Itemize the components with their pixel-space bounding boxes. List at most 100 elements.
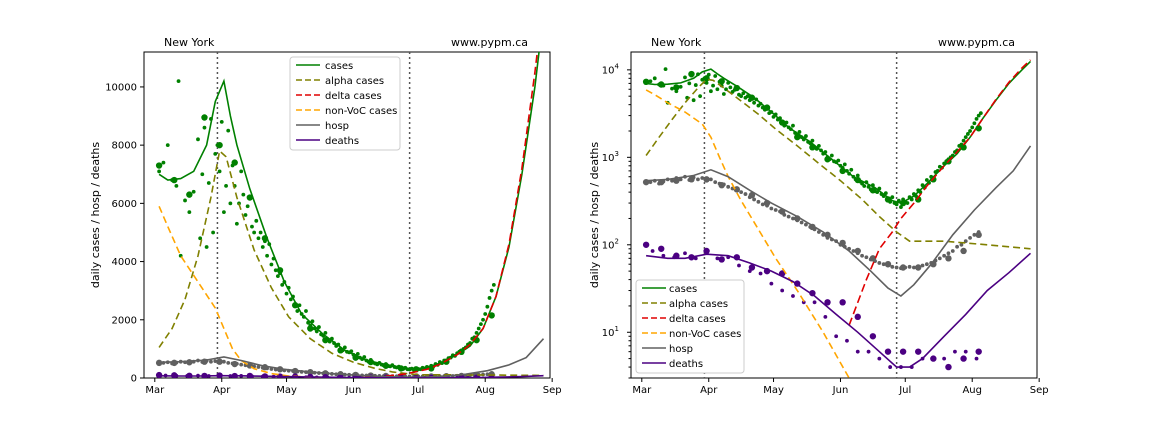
left-chart-location: New York [164, 36, 215, 49]
weekly-marker [884, 348, 892, 355]
data-point [786, 214, 791, 219]
weekly-marker [975, 231, 982, 239]
data-point [810, 138, 815, 143]
plot-area [155, 52, 545, 378]
data-point [760, 202, 765, 207]
data-point [487, 296, 492, 300]
data-point [890, 264, 895, 269]
data-point [709, 177, 713, 182]
weekly-marker [869, 255, 877, 262]
weekly-marker [688, 70, 695, 78]
weekly-marker [216, 141, 223, 149]
data-point [866, 184, 871, 189]
data-point [773, 208, 778, 212]
data-point [691, 98, 696, 103]
data-point [213, 359, 218, 364]
data-point [756, 199, 761, 204]
data-point [726, 184, 731, 189]
weekly-marker [960, 355, 967, 362]
data-point [693, 83, 698, 87]
data-point [877, 356, 882, 361]
y-tick-label: 4000 [112, 257, 137, 268]
weekly-marker [673, 84, 680, 91]
data-point [284, 291, 289, 296]
weekly-marker [899, 348, 907, 355]
data-point [942, 356, 947, 361]
data-point [213, 151, 218, 156]
right-chart: New York www.pypm.ca daily cases / hosp … [588, 36, 1049, 396]
weekly-marker [748, 264, 756, 271]
data-point [784, 120, 789, 125]
data-point [745, 94, 750, 99]
data-point [978, 111, 983, 116]
data-point [485, 304, 490, 309]
legend-label-deaths: deaths [325, 136, 359, 147]
x-tick-label: Mar [145, 385, 165, 396]
data-point [704, 80, 709, 85]
weekly-marker [884, 260, 892, 268]
legend-label-non-voc-cases: non-VoC cases [669, 329, 741, 340]
weekly-marker [869, 187, 877, 194]
series-line-alpha-cases [158, 149, 544, 377]
data-point [976, 113, 981, 118]
data-point [652, 76, 657, 81]
legend-label-delta-cases: delta cases [669, 314, 726, 325]
data-point [804, 134, 808, 138]
data-point [683, 75, 687, 80]
data-point [743, 192, 748, 196]
x-tick-label: Mar [632, 385, 652, 396]
weekly-marker [839, 299, 846, 306]
y-tick-label: 10000 [105, 82, 137, 93]
data-point [851, 249, 856, 253]
weekly-marker [915, 264, 922, 271]
weekly-marker [231, 159, 238, 166]
x-tick-label: Jul [411, 385, 424, 396]
weekly-marker [854, 313, 861, 321]
data-point [974, 116, 979, 121]
data-point [165, 143, 170, 148]
data-point [968, 235, 972, 240]
weekly-marker [915, 196, 922, 203]
data-point [834, 334, 839, 339]
data-point [816, 230, 821, 234]
left-chart: New York www.pypm.ca daily cases / hosp … [89, 36, 562, 396]
weekly-marker [854, 247, 861, 255]
data-point [323, 330, 328, 335]
legend-label-deaths: deaths [669, 359, 703, 370]
data-point [963, 349, 968, 354]
weekly-marker [488, 312, 495, 319]
data-point [769, 281, 774, 286]
data-point [698, 94, 703, 99]
data-point [713, 180, 718, 185]
data-point [715, 256, 720, 261]
data-point [700, 176, 705, 180]
data-point [198, 236, 203, 241]
data-point [304, 309, 308, 313]
data-point [650, 249, 655, 253]
data-point [481, 317, 485, 322]
data-point [687, 81, 692, 86]
right-chart-source: www.pypm.ca [938, 36, 1015, 49]
data-point [200, 172, 205, 177]
data-point [883, 191, 888, 195]
weekly-marker [307, 325, 314, 332]
series-line-hosp [159, 338, 545, 378]
data-point [196, 137, 200, 142]
data-point [250, 224, 254, 229]
data-point [860, 253, 864, 258]
y-tick-label: 103 [602, 150, 619, 164]
data-point [866, 349, 871, 354]
data-point [711, 83, 715, 88]
data-point [362, 355, 367, 359]
data-point [670, 178, 674, 183]
data-point [206, 181, 211, 185]
weekly-marker [869, 333, 877, 340]
data-point [888, 365, 893, 369]
weekly-marker [673, 252, 680, 259]
data-point [222, 210, 226, 214]
data-point [804, 222, 808, 227]
legend-label-delta-cases: delta cases [325, 91, 382, 102]
left-chart-legend: cases alpha cases delta cases non-VoC ca… [289, 56, 401, 151]
legend-label-hosp: hosp [325, 121, 349, 132]
